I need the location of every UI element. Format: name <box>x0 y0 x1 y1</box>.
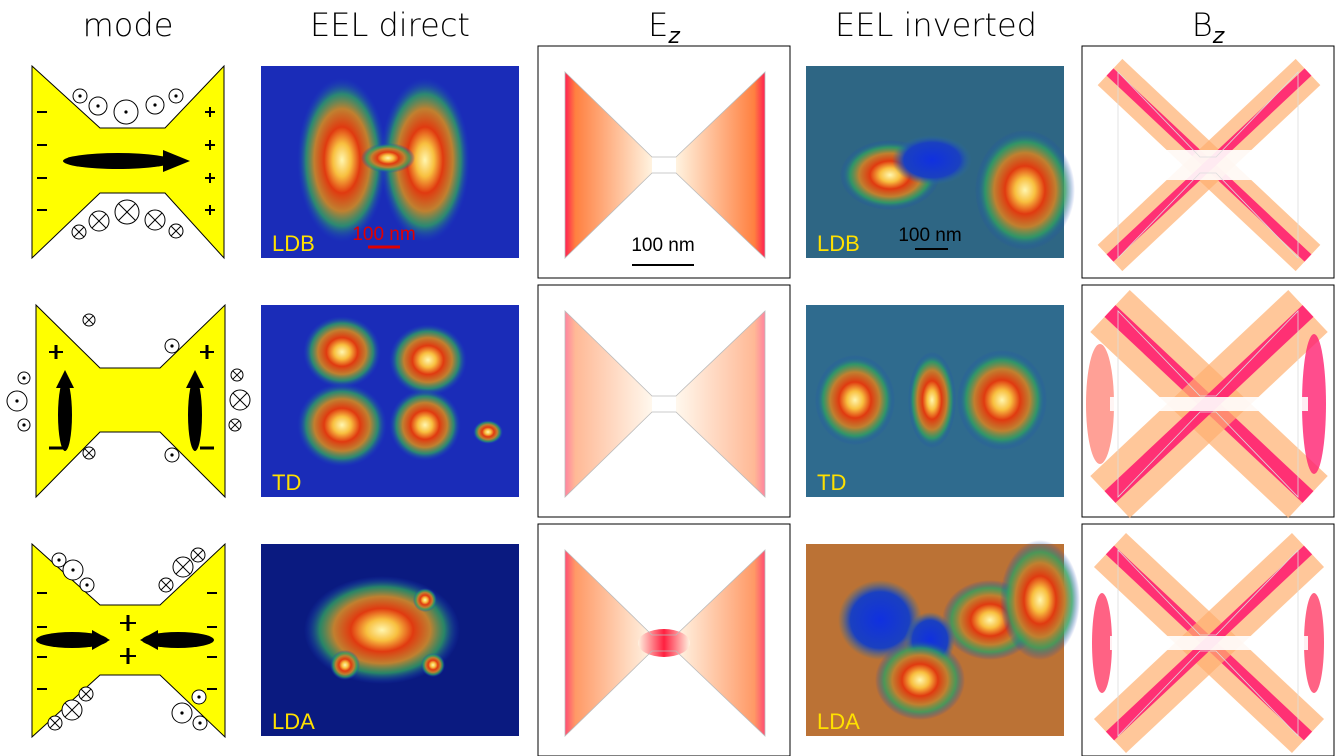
mode-label: TD <box>817 470 846 495</box>
header-text: B <box>1192 6 1213 44</box>
dipole-arrow <box>188 379 202 451</box>
mode-label: TD <box>272 470 301 495</box>
bz-edge <box>1086 344 1114 464</box>
header-subscript: z <box>1212 24 1225 49</box>
eel-intensity <box>875 640 965 720</box>
eel-intensity <box>297 383 387 467</box>
header-text: mode <box>83 6 174 44</box>
field-out-dot <box>22 376 25 379</box>
eel-intensity <box>389 324 467 396</box>
field-out-dot <box>197 695 200 698</box>
field-out-dot <box>57 558 60 561</box>
page: mode EEL direct Ez EEL inverted Bz LDB TD LDA 10… <box>0 0 1338 756</box>
scale-bar-label: 100 nm <box>352 224 415 245</box>
eel-intensity <box>908 352 956 448</box>
field-out-dot <box>124 110 127 113</box>
mode-label: LDA <box>817 709 860 734</box>
eel-intensity <box>361 143 415 173</box>
eel-direct-map <box>261 305 519 497</box>
field-out-dot <box>78 94 81 97</box>
mode-label: LDB <box>817 231 860 256</box>
bz-edge <box>1092 593 1112 693</box>
mode-label: LDB <box>272 231 315 256</box>
eel-intensity <box>413 588 437 612</box>
eel-intensity <box>957 350 1047 450</box>
scale-bar-label: 100 nm <box>631 235 694 256</box>
ez-gap <box>638 629 690 657</box>
column-header: Bz <box>1192 6 1225 49</box>
eel-intensity <box>892 135 972 185</box>
field-out-dot <box>71 568 74 571</box>
eel-intensity <box>389 389 461 461</box>
eel-intensity <box>303 316 381 388</box>
field-out-dot <box>85 583 88 586</box>
dipole-arrow <box>58 379 72 451</box>
field-out-dot <box>22 423 25 426</box>
column-header: EEL inverted <box>835 6 1037 44</box>
field-out-dot <box>198 721 201 724</box>
column-header: mode <box>83 6 174 44</box>
field-out-dot <box>170 453 173 456</box>
dipole-arrow <box>63 153 173 169</box>
scale-bar-label: 100 nm <box>898 225 961 246</box>
field-out-dot <box>180 711 183 714</box>
eel-intensity <box>330 650 360 680</box>
eel-intensity <box>975 130 1075 250</box>
eel-intensity <box>473 420 503 444</box>
header-text: E <box>648 6 668 44</box>
mode-label: LDA <box>272 709 315 734</box>
field-out-dot <box>15 399 18 402</box>
eel-intensity <box>421 653 445 677</box>
header-text: EEL inverted <box>835 6 1037 44</box>
field-out-dot <box>96 104 99 107</box>
figure: mode EEL direct Ez EEL inverted Bz LDB TD LDA 10… <box>0 0 1338 756</box>
field-out-dot <box>153 103 156 106</box>
eel-intensity <box>1000 540 1080 660</box>
header-subscript: z <box>667 24 680 49</box>
column-header: Ez <box>648 6 680 49</box>
eel-intensity <box>815 355 895 445</box>
header-text: EEL direct <box>310 6 470 44</box>
field-out-dot <box>170 344 173 347</box>
column-header: EEL direct <box>310 6 470 44</box>
field-out-dot <box>174 94 177 97</box>
